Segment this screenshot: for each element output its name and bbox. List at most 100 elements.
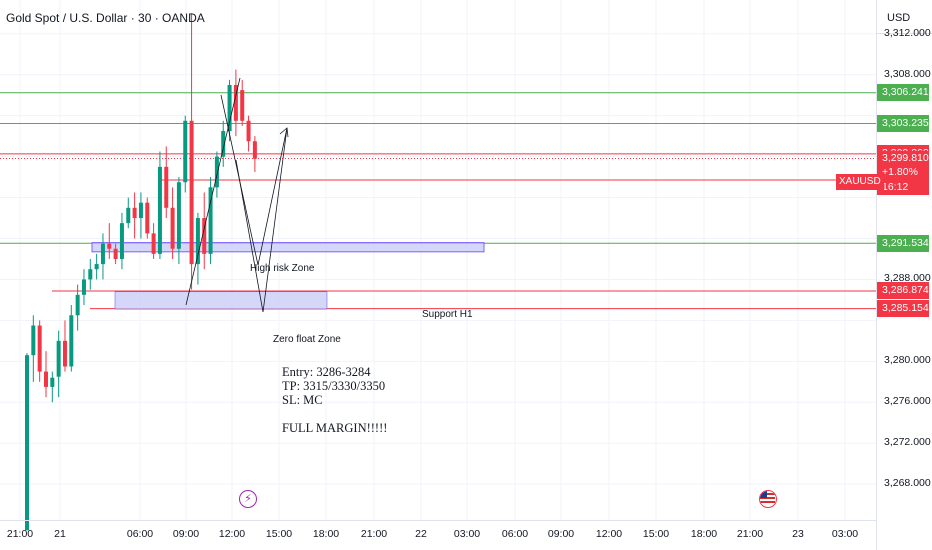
- time-tick-label: 15:00: [265, 528, 293, 540]
- candle-body: [75, 294, 80, 316]
- bar-countdown: 16:12: [882, 180, 909, 193]
- candle: [81, 269, 86, 306]
- candle: [50, 371, 55, 403]
- note-line: [282, 407, 387, 421]
- candle-body: [145, 202, 150, 234]
- time-tick-label: 18:00: [690, 528, 718, 540]
- candle: [170, 187, 175, 259]
- candle: [107, 223, 112, 259]
- price-tick-label: 3,308.000: [884, 67, 931, 80]
- candle: [25, 353, 29, 531]
- arrow-head: [279, 127, 289, 138]
- time-tick-label: 12:00: [218, 528, 246, 540]
- candle: [240, 79, 245, 126]
- candle-body: [100, 243, 105, 265]
- candle-body: [113, 248, 118, 259]
- projection-path: [220, 94, 288, 266]
- candle-body: [195, 218, 200, 265]
- candle-body: [81, 279, 86, 295]
- time-tick-label: 09:00: [172, 528, 200, 540]
- zones: [91, 242, 485, 310]
- high-risk-zone-label: High risk Zone: [250, 263, 315, 274]
- candle: [195, 212, 200, 285]
- candle: [62, 320, 67, 372]
- price-level-label: 3,306.241: [877, 84, 929, 102]
- candle: [176, 177, 181, 265]
- time-tick-label: 09:00: [547, 528, 575, 540]
- price-tick-label: 3,276.000: [884, 395, 931, 408]
- candle-body: [189, 120, 194, 265]
- candle: [69, 305, 74, 372]
- candle-body: [126, 207, 131, 224]
- candle-body: [88, 269, 93, 280]
- price-tick-label: 3,312.000: [884, 26, 931, 39]
- candle: [157, 151, 162, 259]
- candle: [94, 253, 99, 280]
- candle-body: [107, 243, 112, 249]
- candle: [138, 192, 143, 239]
- candle: [183, 115, 188, 193]
- chart-title: Gold Spot / U.S. Dollar · 30 · OANDA: [6, 11, 205, 25]
- current-price-value: 3,299.810: [882, 151, 929, 164]
- candle-body: [132, 207, 137, 219]
- time-tick-label: 03:00: [453, 528, 481, 540]
- projection-path: [235, 127, 288, 313]
- time-tick-label: 12:00: [595, 528, 623, 540]
- time-tick-label: 21:00: [6, 528, 34, 540]
- candle: [164, 146, 169, 219]
- candle: [119, 212, 124, 270]
- time-tick-label: 15:00: [642, 528, 670, 540]
- currency-label[interactable]: USD: [887, 12, 911, 24]
- candle-body: [183, 120, 188, 183]
- price-tick-label: 3,268.000: [884, 477, 931, 490]
- support-h1-label: Support H1: [422, 309, 473, 320]
- candle-body: [119, 223, 124, 259]
- candle-body: [202, 218, 207, 254]
- candle-body: [233, 84, 238, 121]
- candle: [233, 69, 238, 137]
- candle-body: [164, 166, 169, 208]
- candle: [126, 197, 131, 229]
- candle-body: [227, 84, 232, 132]
- candle-body: [246, 120, 251, 142]
- time-tick-label: 23: [792, 528, 804, 540]
- trade-note: Entry: 3286-3284 TP: 3315/3330/3350 SL: …: [282, 365, 387, 435]
- price-tick-label: 3,288.000: [884, 272, 931, 285]
- trend-drawings: [185, 77, 289, 313]
- horizontal-levels: [0, 92, 876, 310]
- time-tick-label: 21:00: [736, 528, 764, 540]
- candle: [189, 13, 194, 290]
- symbol-tag: XAUUSD: [836, 174, 884, 190]
- zero-float-zone: [114, 291, 328, 310]
- candle: [221, 120, 226, 167]
- price-level-label: 3,286.874: [877, 282, 929, 300]
- candle: [132, 192, 137, 239]
- lightning-icon[interactable]: ⚡: [239, 490, 257, 508]
- trend-line: [185, 77, 241, 306]
- candle-body: [37, 325, 42, 372]
- candle-body: [138, 202, 143, 219]
- us-flag-icon[interactable]: [759, 490, 777, 508]
- price-level-label: 3,285.154: [877, 300, 929, 318]
- candle-body: [214, 156, 219, 188]
- candle: [252, 136, 257, 172]
- note-line: SL: MC: [282, 393, 323, 407]
- candle: [151, 223, 156, 259]
- price-tick-label: 3,280.000: [884, 354, 931, 367]
- candle-body: [170, 207, 175, 249]
- candle-body: [240, 90, 245, 121]
- candle-body: [94, 264, 99, 270]
- candle: [202, 192, 207, 270]
- time-tick-label: 18:00: [312, 528, 340, 540]
- note-line: TP: 3315/3330/3350: [282, 379, 386, 393]
- time-tick-label: 21:00: [360, 528, 388, 540]
- candle: [208, 177, 213, 265]
- candle: [37, 320, 42, 382]
- candle-body: [221, 131, 226, 157]
- candle: [100, 233, 105, 280]
- candle: [31, 315, 36, 382]
- time-tick-label: 22: [415, 528, 427, 540]
- candle: [88, 258, 93, 290]
- candle-body: [31, 325, 36, 356]
